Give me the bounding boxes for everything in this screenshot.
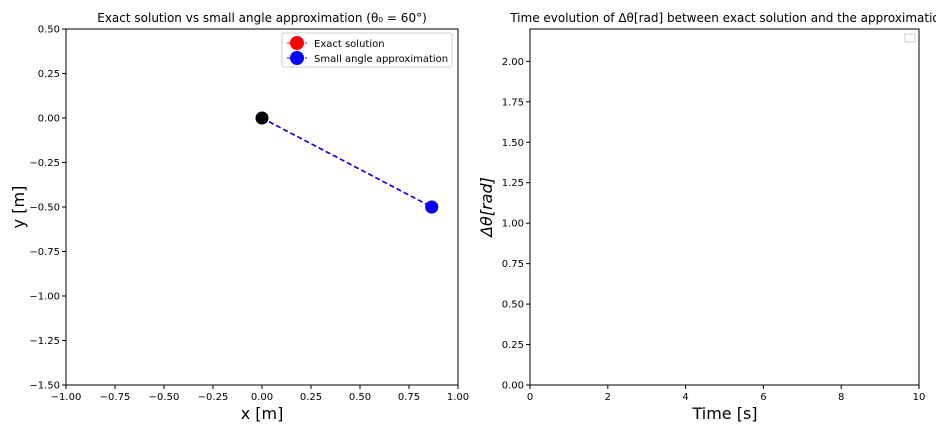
right-subplot: Time evolution of Δθ[rad] between exact … [477,11,936,423]
right-ytick-label: 0.25 [502,340,524,351]
right-plot-frame [529,28,920,386]
legend-approx-label: Small angle approximation [314,54,448,65]
right-legend-empty-box [904,33,916,43]
left-ytick-label: 0.25 [38,69,60,80]
legend-approx-marker [290,51,304,65]
right-xtick-label: 2 [605,392,611,403]
left-ylabel: y [m] [9,186,28,229]
left-ytick-label: −1.00 [29,292,60,303]
left-legend-box [281,32,453,68]
right-xtick-label: 10 [913,392,926,403]
left-ytick-label: 0.00 [38,114,60,125]
left-ytick-label: 0.50 [38,25,60,36]
right-ytick-label: 0.00 [502,381,524,392]
right-ytick-label: 1.00 [502,219,524,230]
pivot-marker [255,111,269,125]
left-xlabel: x [m] [241,404,284,423]
left-xtick-label: −0.75 [100,392,131,403]
right-ytick-label: 1.50 [502,138,524,149]
right-xlabel: Time [s] [691,404,757,423]
left-ytick-label: −0.75 [29,247,60,258]
right-ytick-label: 0.75 [502,259,524,270]
right-xtick-label: 6 [760,392,766,403]
right-xtick-label: 4 [682,392,688,403]
right-ytick-label: 1.25 [502,178,524,189]
legend-exact-marker [290,36,304,50]
left-plot-frame [65,28,459,386]
legend-exact-label: Exact solution [314,39,385,50]
left-ytick-label: −0.25 [29,158,60,169]
left-ytick-label: −0.50 [29,203,60,214]
left-ytick-label: −1.50 [29,381,60,392]
left-xtick-label: −1.00 [51,392,82,403]
left-subplot: Exact solution vs small angle approximat… [9,11,469,423]
right-xtick-label: 8 [838,392,844,403]
left-xtick-label: 0.00 [251,392,273,403]
left-ytick-label: −1.25 [29,336,60,347]
right-ytick-label: 0.50 [502,300,524,311]
right-plot-title: Time evolution of Δθ[rad] between exact … [509,11,936,25]
left-plot-title: Exact solution vs small angle approximat… [97,11,427,25]
series-1-rod-line [261,117,433,208]
left-xtick-label: 1.00 [447,392,469,403]
left-xtick-label: 0.25 [300,392,322,403]
left-xtick-label: 0.75 [398,392,420,403]
right-ytick-label: 2.00 [502,57,524,68]
left-xtick-label: 0.50 [349,392,371,403]
right-xtick-label: 0 [527,392,533,403]
left-plot-marks [255,111,439,214]
left-xtick-label: −0.25 [198,392,229,403]
left-xtick-label: −0.50 [149,392,180,403]
left-legend: Exact solution Small angle approximation [281,32,453,68]
left-axis-ticks: −1.00 −0.75 −0.50 −0.25 0.00 0.25 0.50 0.75 1.00… [29,25,469,404]
right-ytick-label: 1.75 [502,97,524,108]
series-1-bob-marker [425,200,439,214]
right-ylabel: Δθ[rad] [477,177,496,239]
right-axis-ticks: 0 2 4 6 8 10 0.00 0.25 0.50 0.75 1.00 1.25 1.50 1.75 2… [502,57,926,403]
